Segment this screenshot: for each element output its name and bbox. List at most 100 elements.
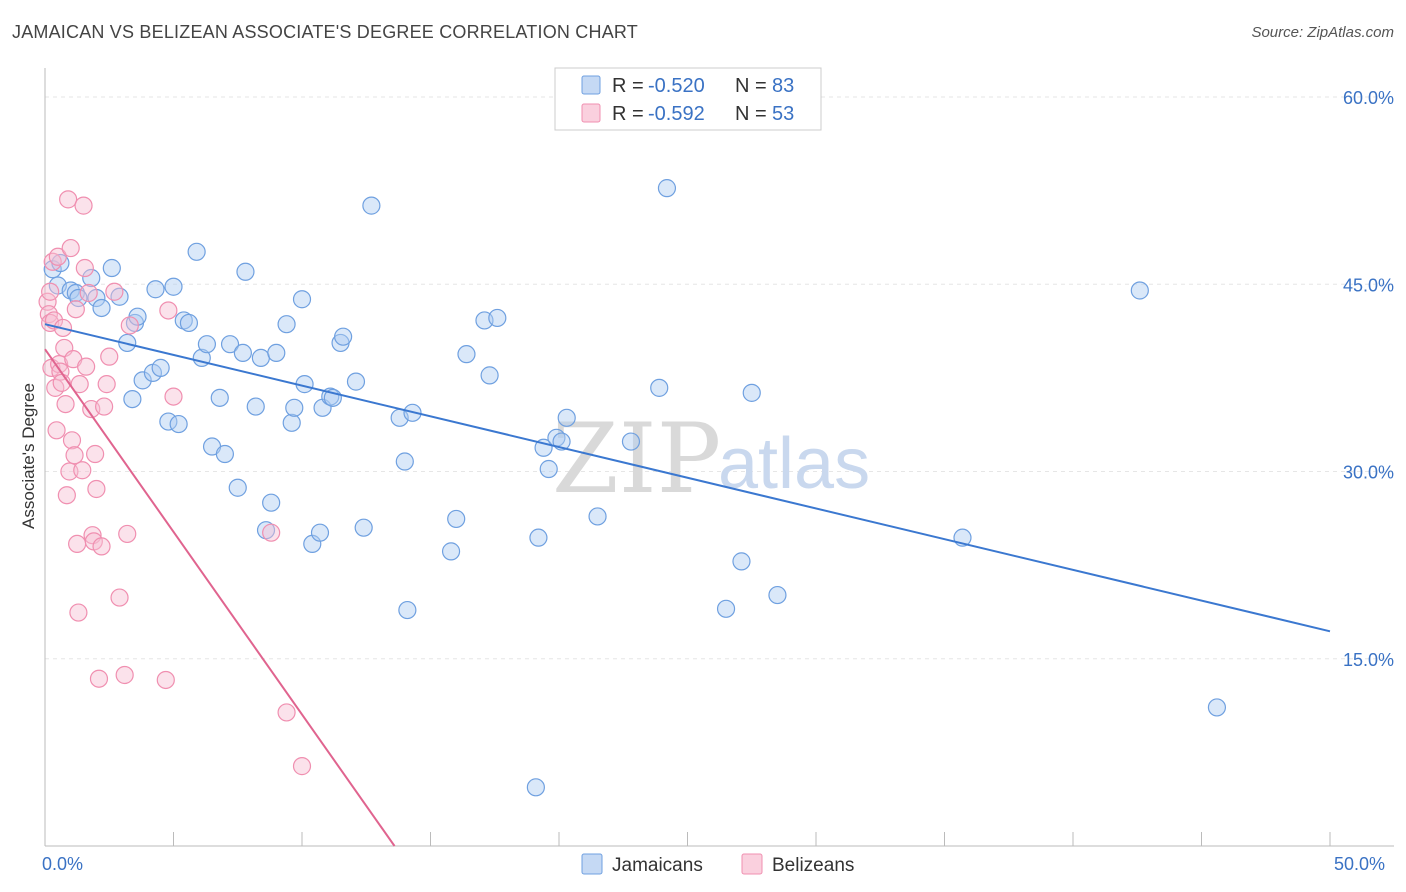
jamaicans-point-18 [151,358,170,377]
jamaicans-point-10 [110,287,129,306]
axes [44,68,1394,847]
jamaicans-point-42 [292,290,312,309]
jamaicans-point-32 [233,343,252,363]
bottom-legend-swatch-jamaicans [581,853,603,875]
chart-title: JAMAICAN VS BELIZEAN ASSOCIATE'S DEGREE … [12,22,638,42]
belizeans-point-45 [120,316,139,335]
jamaicans-point-26 [197,335,217,354]
belizeans-point-37 [92,537,111,556]
jamaicans-point-17 [146,280,165,299]
watermark: ZIP atlas [552,403,870,515]
jamaicans-point-78 [768,585,787,605]
legend-r-label-2: R = [612,103,644,125]
jamaicans-point-5 [69,288,88,308]
jamaicans-point-9 [102,258,121,278]
legend-r-value-1: -0.520 [648,75,705,97]
jamaicans-point-20 [164,277,183,296]
source-credit: Source: ZipAtlas.com [1251,24,1394,41]
belizeans-point-35 [87,479,106,499]
jamaicans-point-12 [123,389,142,409]
y-tick-label-3: 60.0% [1343,88,1394,108]
belizeans-point-36 [89,669,109,688]
jamaicans-point-67 [539,459,558,479]
jamaicans-point-62 [480,366,499,385]
jamaicans-point-29 [215,444,234,464]
jamaicans-point-74 [657,179,677,198]
jamaicans-point-52 [354,518,373,537]
jamaicans-point-40 [282,413,301,432]
y-tick-label-2: 45.0% [1343,275,1394,295]
belizeans-point-15 [57,486,76,505]
belizeans-point-7 [47,421,66,440]
jamaicans-point-80 [1130,281,1149,300]
jamaicans-point-21 [169,414,188,434]
jamaicans-point-6 [82,268,101,288]
jamaicans-point-39 [277,315,296,334]
belizeans-point-44 [118,524,137,544]
belizeans-point-4 [43,252,62,271]
jamaicans-point-8 [92,298,111,318]
jamaicans-point-30 [220,335,240,354]
belizeans-point-48 [164,387,183,406]
jamaicans-point-33 [236,262,255,281]
bottom-legend-belizeans: Belizeans [772,855,854,876]
legend-n-label-1: N = [735,75,767,97]
bottom-legend-swatch-belizeans [741,853,763,875]
y-tick-label-0: 15.0% [1343,650,1394,670]
belizeans-point-25 [70,375,89,394]
belizeans-point-18 [61,238,80,258]
belizeans-point-27 [74,196,93,215]
belizeans-point-38 [95,397,114,416]
belizeans-point-29 [77,357,96,376]
x-tick-label-min: 0.0% [42,854,83,874]
jamaicans-point-77 [742,383,761,402]
y-tick-labels: 15.0% 30.0% 45.0% 60.0% [1343,88,1394,670]
legend-n-value-1: 83 [772,75,794,97]
jamaicans-point-53 [362,196,381,215]
legend-r-value-2: -0.592 [648,103,705,125]
belizeans-trend-line [44,348,396,847]
belizeans-point-41 [105,282,124,301]
belizeans-point-9 [50,355,69,374]
belizeans-point-40 [100,347,119,366]
belizeans-point-49 [262,523,281,542]
jamaicans-point-4 [66,283,85,303]
jamaicans-point-76 [732,552,751,571]
jamaicans-point-28 [210,388,229,407]
jamaicans-point-15 [133,371,152,390]
jamaicans-point-72 [621,432,641,451]
jamaicans-point-50 [334,327,353,346]
belizeans-point-43 [115,665,134,685]
jamaicans-point-34 [246,397,265,416]
jamaicans-point-60 [457,345,476,364]
jamaicans-point-63 [488,308,507,328]
y-axis-label: Associate's Degree [19,383,38,529]
legend-swatch-belizeans [581,103,601,123]
jamaicans-trend-line [44,323,1331,633]
jamaicans-point-70 [557,408,576,427]
jamaicans-point-81 [1207,698,1227,717]
watermark-zip: ZIP [552,403,721,515]
belizeans-point-16 [59,190,78,209]
legend-swatch-jamaicans [581,75,601,95]
correlation-legend: R = -0.520 N = 83 R = -0.592 N = 53 [554,67,822,131]
jamaicans-point-23 [179,313,199,333]
belizeans-point-24 [69,603,88,622]
jamaicans-point-41 [285,398,304,417]
belizeans-point-19 [62,431,82,450]
belizeans-point-46 [156,670,175,690]
trend-lines [44,323,1331,847]
legend-n-value-2: 53 [772,103,794,125]
legend-r-label-1: R = [612,75,644,97]
data-points [38,179,1227,797]
jamaicans-point-55 [395,452,414,471]
jamaicans-point-31 [228,478,247,497]
jamaicans-point-73 [650,378,669,397]
belizeans-point-34 [86,444,105,464]
belizeans-point-26 [73,461,92,480]
jamaicans-point-45 [310,523,330,542]
belizeans-point-28 [75,258,94,278]
belizeans-point-14 [56,394,75,414]
belizeans-point-39 [97,375,116,394]
